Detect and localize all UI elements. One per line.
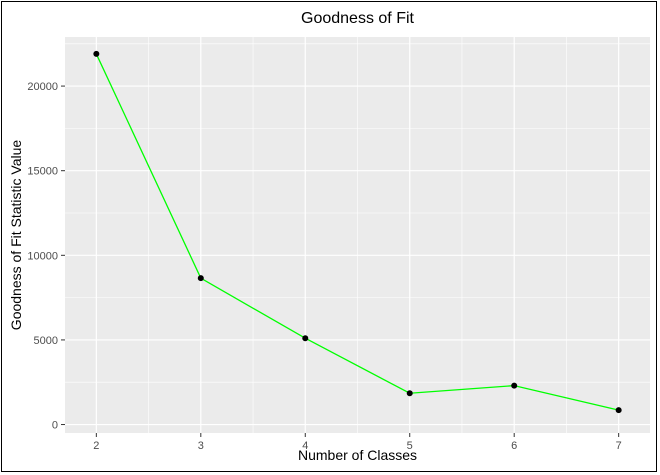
y-tick-label: 15000 [27, 166, 58, 178]
data-point [511, 382, 518, 389]
series-layer [93, 50, 622, 414]
major-grid [65, 37, 650, 433]
x-tick-label: 4 [302, 440, 308, 452]
data-point [615, 407, 622, 414]
series-line [95, 53, 619, 411]
x-tick-label: 6 [511, 440, 517, 452]
y-tick-label: 10000 [27, 250, 58, 262]
x-tick-label: 3 [198, 440, 204, 452]
y-axis-title: Goodness of Fit Statistic Value [8, 140, 24, 331]
minor-grid [65, 37, 650, 433]
x-tick-label: 5 [407, 440, 413, 452]
data-point [406, 390, 413, 397]
y-tick-label: 0 [52, 420, 58, 432]
data-point [302, 335, 309, 342]
axis-ticks: 2 3 4 5 6 7 0 5000 10000 15000 20000 [27, 81, 621, 452]
y-tick-label: 5000 [34, 335, 58, 347]
chart-title: Goodness of Fit [301, 10, 415, 27]
y-tick-label: 20000 [27, 81, 58, 93]
x-axis-title: Number of Classes [298, 447, 417, 463]
x-tick-label: 7 [616, 440, 622, 452]
x-tick-label: 2 [93, 440, 99, 452]
data-point [93, 50, 100, 57]
data-point [197, 275, 204, 282]
